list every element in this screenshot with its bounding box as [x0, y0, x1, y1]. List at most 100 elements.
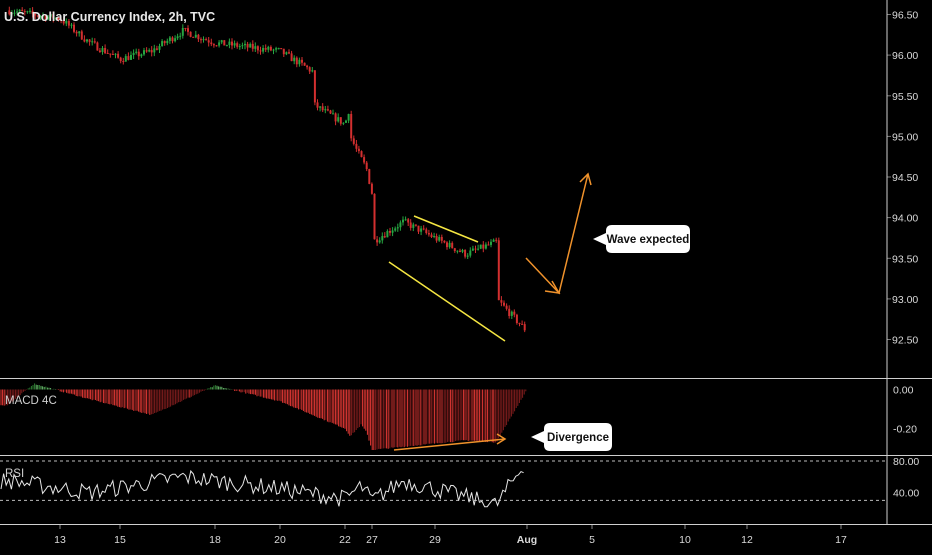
candle-body	[334, 113, 337, 122]
candle	[158, 43, 161, 53]
candle	[368, 168, 371, 185]
candle-body	[44, 15, 47, 20]
candle-body	[451, 242, 454, 249]
candle	[308, 66, 311, 74]
candle	[301, 57, 303, 66]
candle	[503, 300, 505, 307]
candle-body	[42, 15, 44, 17]
candle-body	[212, 44, 215, 46]
candle-body	[168, 37, 171, 41]
candle-body	[34, 13, 37, 16]
wave-expected-callout-text: Wave expected	[607, 234, 690, 246]
candle	[352, 135, 355, 146]
candle	[88, 39, 91, 46]
candle-body	[373, 193, 376, 240]
candle	[132, 49, 135, 59]
candle-body	[223, 40, 226, 46]
candle	[233, 40, 236, 48]
time-tick-label: 15	[114, 534, 126, 546]
candle	[357, 145, 360, 154]
candle-body	[303, 62, 306, 66]
price-tick-label: 94.00	[892, 213, 918, 225]
candle-body	[187, 28, 189, 32]
candle	[440, 234, 443, 244]
candle-body	[326, 109, 329, 111]
price-tick-label: 93.50	[892, 253, 918, 265]
candle-body	[425, 229, 428, 233]
candle	[332, 109, 334, 115]
candle	[456, 250, 459, 254]
candle-body	[518, 322, 521, 324]
candle	[187, 25, 189, 36]
candle	[36, 15, 39, 18]
candle-body	[264, 48, 267, 50]
candle-body	[47, 16, 50, 20]
candle-body	[386, 231, 389, 238]
candle-body	[396, 227, 399, 229]
candle-body	[65, 21, 68, 24]
candle	[42, 12, 44, 20]
candle-body	[407, 219, 410, 223]
candle-body	[324, 109, 327, 111]
candle-body	[179, 35, 182, 37]
candle-body	[148, 50, 151, 52]
candle-body	[459, 250, 461, 252]
candle	[453, 247, 456, 253]
candle	[510, 310, 513, 319]
candle-body	[161, 41, 164, 46]
time-tick-label: 12	[741, 534, 753, 546]
candle	[451, 241, 454, 249]
candle	[86, 38, 88, 44]
candle	[422, 225, 425, 231]
candle	[448, 240, 451, 249]
candle	[231, 38, 233, 50]
rsi-tick-label: 80.00	[893, 456, 919, 468]
candle-body	[339, 117, 342, 124]
candle	[124, 54, 127, 62]
candle	[236, 41, 239, 49]
candle	[150, 46, 153, 57]
time-tick-label: 27	[366, 534, 378, 546]
candle	[161, 39, 164, 47]
candle-body	[150, 50, 153, 53]
candle	[391, 227, 394, 237]
candle-body	[503, 302, 505, 306]
candle-body	[495, 239, 498, 241]
candle	[412, 222, 415, 232]
candle-body	[469, 250, 472, 256]
candle-body	[91, 41, 94, 43]
candle	[145, 47, 148, 53]
candle	[80, 29, 83, 40]
candle	[23, 9, 26, 16]
candle-body	[13, 12, 16, 14]
candle-body	[36, 15, 39, 17]
candle	[262, 45, 265, 54]
candle-body	[16, 11, 19, 13]
candle	[414, 224, 417, 227]
candle	[363, 154, 366, 165]
candle	[280, 48, 283, 50]
chart-title: U.S. Dollar Currency Index, 2h, TVC	[4, 10, 215, 24]
price-tick-label: 92.50	[892, 335, 918, 347]
candle	[153, 44, 156, 57]
candle-body	[262, 48, 265, 52]
candle-body	[207, 40, 210, 43]
candle-body	[57, 17, 60, 20]
candle	[319, 106, 322, 112]
price-tick-label: 95.50	[892, 91, 918, 103]
candle-body	[391, 230, 394, 233]
candle	[438, 234, 441, 242]
candle-body	[39, 16, 42, 17]
candle	[8, 6, 11, 16]
candle	[313, 70, 316, 106]
candle-body	[355, 143, 358, 149]
wedge-upper-line	[413, 215, 479, 243]
candle	[143, 47, 145, 56]
divergence-arrowhead	[496, 433, 507, 445]
candle	[490, 239, 492, 248]
candle	[176, 33, 179, 40]
candle	[474, 245, 477, 253]
candle-body	[417, 225, 420, 232]
candle	[39, 14, 42, 21]
